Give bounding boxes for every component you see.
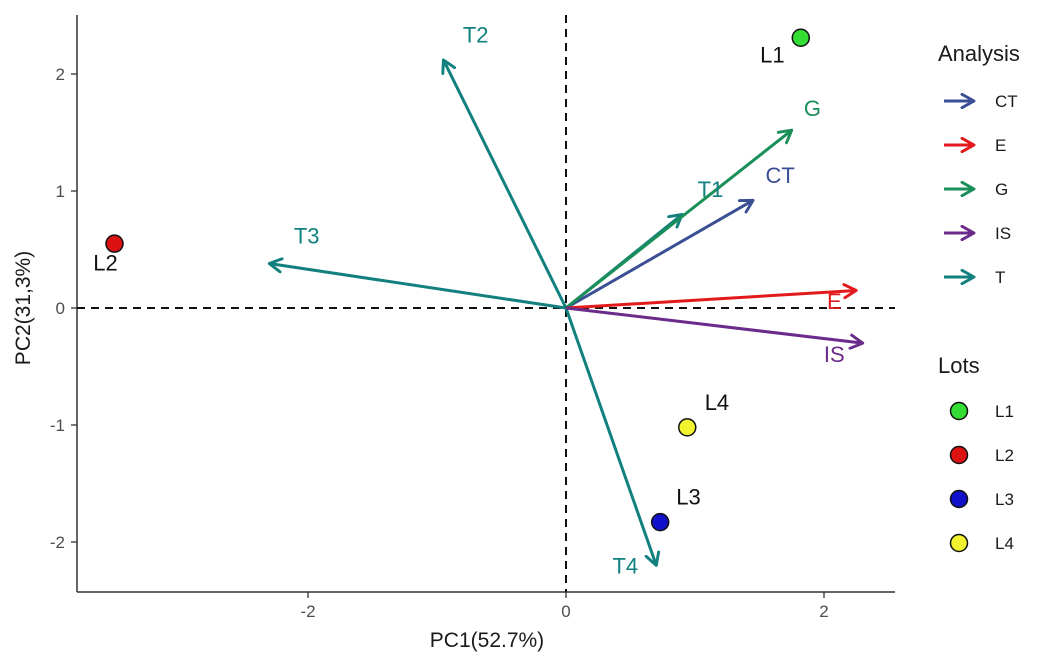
point-label-l4: L4	[705, 390, 729, 415]
x-axis-title: PC1(52.7%)	[430, 629, 544, 652]
legend-key-l4	[949, 533, 969, 553]
y-tick-label: -1	[50, 416, 65, 435]
legend-label-ct: CT	[995, 92, 1018, 111]
y-tick-label: -2	[50, 533, 65, 552]
loading-vectors: T2 T3 T1 T4 CT G E IS	[269, 22, 863, 579]
point-l4	[678, 418, 697, 437]
point-l3	[650, 512, 670, 532]
vector-is	[565, 306, 863, 343]
point-label-l3: L3	[676, 485, 700, 510]
legend-lots-items: L1 L2 L3 L4	[949, 401, 1014, 553]
vector-t3	[269, 264, 567, 310]
legend-key-l2	[949, 445, 969, 465]
y-axis-title: PC2(31,3%)	[12, 251, 35, 365]
vector-label-ct: CT	[765, 163, 794, 188]
y-tick-label: 2	[56, 65, 65, 84]
legend-label-l1: L1	[995, 402, 1014, 421]
vector-label-t1: T1	[698, 177, 724, 202]
legend: Analysis Lots CT E G IS T L1 L2 L3 L4	[938, 41, 1020, 553]
legend-label-l3: L3	[995, 490, 1014, 509]
legend-analysis-title: Analysis	[938, 41, 1020, 66]
legend-label-g: G	[995, 180, 1008, 199]
y-tick-label: 1	[56, 182, 65, 201]
vector-label-t3: T3	[294, 224, 320, 249]
vector-label-e: E	[827, 289, 842, 314]
point-label-l2: L2	[93, 251, 117, 276]
legend-analysis-items: CT E G IS T	[944, 92, 1018, 287]
y-tick-label: 0	[56, 299, 65, 318]
x-tick-label: 0	[561, 602, 570, 621]
legend-key-l1	[949, 401, 969, 421]
vector-e	[565, 290, 856, 310]
axis-ticks: -2 0 2 -2 -1 0 1 2	[50, 65, 829, 621]
vector-g	[565, 130, 792, 310]
point-label-l1: L1	[760, 42, 784, 67]
point-l2	[105, 234, 124, 253]
legend-key-l3	[949, 489, 969, 509]
legend-lots-title: Lots	[938, 353, 980, 378]
axis-lines	[76, 15, 895, 593]
vector-t4	[564, 307, 656, 565]
point-l1	[791, 28, 811, 47]
legend-label-l2: L2	[995, 446, 1014, 465]
legend-label-t: T	[995, 268, 1005, 287]
vector-label-g: G	[804, 96, 821, 121]
vector-ct	[565, 200, 753, 310]
vector-label-t4: T4	[612, 554, 638, 579]
vector-t2	[443, 60, 568, 309]
vector-label-t2: T2	[463, 22, 489, 47]
legend-label-e: E	[995, 136, 1006, 155]
legend-label-is: IS	[995, 224, 1011, 243]
legend-label-l4: L4	[995, 534, 1014, 553]
reference-lines	[77, 15, 895, 592]
lot-points: L1 L2 L3 L4	[93, 28, 811, 532]
vector-label-is: IS	[824, 342, 845, 367]
x-tick-label: -2	[300, 602, 315, 621]
x-tick-label: 2	[819, 602, 828, 621]
